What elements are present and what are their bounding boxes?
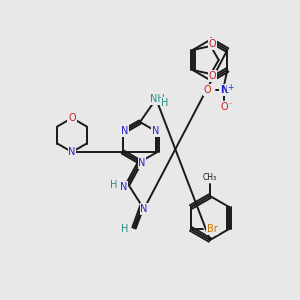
Text: N: N xyxy=(220,85,228,95)
Text: ⁻: ⁻ xyxy=(228,100,232,109)
Text: H: H xyxy=(121,224,129,234)
Text: +: + xyxy=(227,82,233,91)
Text: Br: Br xyxy=(207,224,217,234)
Text: O: O xyxy=(220,102,228,112)
Text: O: O xyxy=(209,71,217,81)
Text: N: N xyxy=(140,204,148,214)
Text: O: O xyxy=(203,85,211,95)
Text: N: N xyxy=(68,147,76,157)
Text: O: O xyxy=(209,39,217,49)
Text: H: H xyxy=(161,98,169,108)
Text: H: H xyxy=(110,180,118,190)
Text: CH₃: CH₃ xyxy=(203,172,217,182)
Text: O: O xyxy=(68,113,76,123)
Text: N: N xyxy=(138,158,146,168)
Text: N: N xyxy=(152,126,159,136)
Text: NH: NH xyxy=(150,94,164,104)
Text: N: N xyxy=(120,182,128,192)
Text: N: N xyxy=(121,126,128,136)
